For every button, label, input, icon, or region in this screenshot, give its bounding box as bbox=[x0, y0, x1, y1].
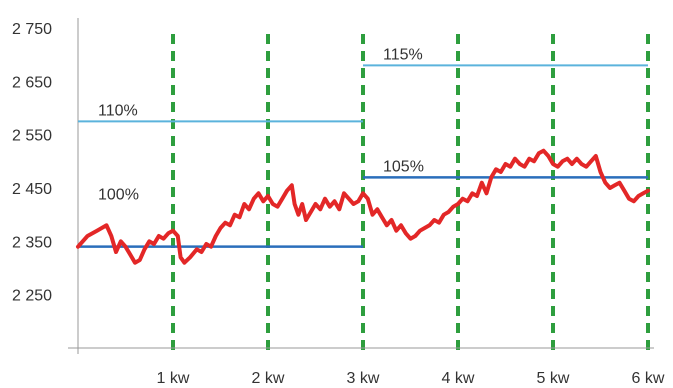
reference-line-label: 105% bbox=[383, 158, 424, 175]
x-tick-labels: 1 kw 2 kw 3 kw 4 kw 5 kw 6 kw bbox=[77, 348, 665, 387]
x-tick-label: 2 kw bbox=[252, 370, 285, 387]
x-tick-label: 1 kw bbox=[157, 370, 190, 387]
series-line bbox=[76, 148, 650, 265]
x-tick-label: 5 kw bbox=[537, 370, 570, 387]
y-tick-label: 2 250 bbox=[12, 288, 52, 305]
y-tick-label: 2 750 bbox=[12, 21, 52, 38]
x-tick-label: 6 kw bbox=[632, 370, 665, 387]
x-tick-label: 4 kw bbox=[442, 370, 475, 387]
vertical-gridlines bbox=[171, 34, 650, 354]
y-tick-label: 2 350 bbox=[12, 234, 52, 251]
reference-lines: 100% 110% 105% 115% bbox=[78, 46, 648, 248]
y-tick-labels: 2 250 2 350 2 450 2 550 2 650 2 750 bbox=[12, 21, 52, 305]
x-tick-label: 3 kw bbox=[347, 370, 380, 387]
y-tick-label: 2 650 bbox=[12, 74, 52, 91]
axes bbox=[68, 18, 654, 349]
series-layer bbox=[76, 148, 650, 265]
reference-line-label: 110% bbox=[98, 102, 138, 119]
reference-line-label: 100% bbox=[98, 187, 139, 204]
y-tick-label: 2 550 bbox=[12, 128, 52, 145]
y-tick-label: 2 450 bbox=[12, 181, 52, 198]
reference-line-label: 115% bbox=[383, 46, 423, 63]
